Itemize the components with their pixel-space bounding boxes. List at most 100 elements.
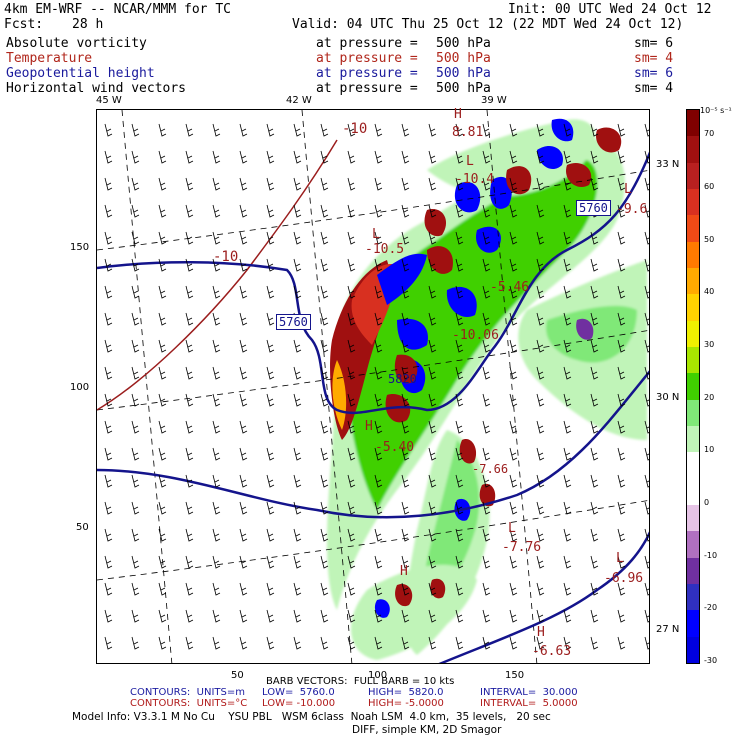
- wind-barb: [644, 393, 649, 407]
- y-tick: 150: [70, 242, 90, 253]
- wind-barb: [401, 609, 410, 623]
- wind-barb: [590, 258, 599, 272]
- wind-barb: [239, 339, 248, 353]
- wind-barb: [185, 393, 194, 407]
- wind-barb: [266, 231, 275, 245]
- extremum-value: -7.76: [502, 540, 542, 555]
- wind-barb: [239, 528, 248, 542]
- wind-barb: [428, 231, 437, 245]
- wind-barb: [509, 285, 518, 299]
- wind-barb: [320, 420, 329, 434]
- field-level: 500 hPa: [436, 36, 491, 51]
- field-at: at pressure =: [316, 36, 418, 51]
- wind-barb: [185, 285, 194, 299]
- wind-barb: [617, 582, 626, 596]
- wind-barb: [428, 177, 437, 191]
- field-level: 500 hPa: [436, 66, 491, 81]
- wind-barb: [158, 501, 167, 515]
- barb-note: BARB VECTORS: FULL BARB = 10 kts: [266, 676, 455, 687]
- wind-barb: [617, 501, 626, 515]
- model-info: Model Info: V3.3.1 M No Cu YSU PBL WSM 6…: [72, 711, 551, 723]
- wind-barb: [590, 285, 599, 299]
- extremum-value: 8.81: [452, 125, 484, 140]
- wind-barb: [455, 447, 464, 461]
- wind-barb: [617, 393, 626, 407]
- wind-barb: [563, 609, 572, 623]
- wind-barb: [293, 231, 302, 245]
- wind-barb: [374, 150, 383, 164]
- lon-label: 39 W: [481, 95, 507, 106]
- wind-barb: [185, 150, 194, 164]
- field-smoothing: sm= 6: [634, 36, 674, 51]
- wind-barb: [104, 366, 113, 380]
- wind-barb: [617, 609, 626, 623]
- wind-barb: [185, 609, 194, 623]
- contour-low: LOW= 5760.0: [262, 687, 335, 698]
- wind-barb: [401, 555, 410, 569]
- wind-barb: [536, 204, 545, 218]
- wind-barb: [347, 501, 356, 515]
- wind-barb: [239, 609, 248, 623]
- wind-barb: [455, 474, 464, 488]
- wind-barb: [104, 447, 113, 461]
- forecast-hour: 28 h: [72, 17, 104, 32]
- lat-label: 30 N: [656, 392, 680, 403]
- wind-barb: [185, 420, 194, 434]
- wind-barb: [590, 636, 599, 650]
- wind-barb: [347, 177, 356, 191]
- wind-barb: [536, 258, 545, 272]
- wind-barb: [509, 528, 518, 542]
- wind-barb: [293, 636, 302, 650]
- wind-barb: [266, 609, 275, 623]
- wind-barb: [482, 555, 491, 569]
- model-title: 4km EM-WRF -- NCAR/MMM for TC: [4, 2, 231, 17]
- wind-barb: [428, 447, 437, 461]
- wind-barb: [266, 555, 275, 569]
- wind-barb: [401, 393, 410, 407]
- height-label: 5820: [388, 372, 417, 386]
- height-label: 5760: [576, 200, 611, 216]
- field-smoothing: sm= 6: [634, 66, 674, 81]
- wind-barb: [212, 123, 221, 137]
- wind-barb: [428, 339, 437, 353]
- wind-barb: [158, 474, 167, 488]
- wind-barb: [401, 447, 410, 461]
- wind-barb: [131, 447, 140, 461]
- wind-barb: [563, 582, 572, 596]
- wind-barb: [428, 528, 437, 542]
- wind-barb: [536, 366, 545, 380]
- wind-barb: [239, 420, 248, 434]
- wind-barb: [293, 609, 302, 623]
- contour-units: CONTOURS: UNITS=°C: [130, 698, 248, 709]
- wind-barb: [563, 339, 572, 353]
- wind-barb: [590, 177, 599, 191]
- wind-barb: [320, 501, 329, 515]
- wind-barb: [374, 258, 383, 272]
- contour-interval: INTERVAL= 5.0000: [480, 698, 578, 709]
- field-name: Horizontal wind vectors: [6, 81, 187, 96]
- wind-barb: [482, 609, 491, 623]
- wind-barb: [644, 366, 649, 380]
- wind-barb: [644, 636, 649, 650]
- wind-barb: [563, 474, 572, 488]
- wind-barb: [455, 528, 464, 542]
- wind-barb: [212, 501, 221, 515]
- height-label: 5760: [276, 314, 311, 330]
- wind-barb: [266, 258, 275, 272]
- wind-barb: [131, 366, 140, 380]
- wind-barb: [509, 609, 518, 623]
- wind-barb: [104, 420, 113, 434]
- wind-barb: [239, 258, 248, 272]
- wind-barb: [320, 285, 329, 299]
- wind-barb: [212, 150, 221, 164]
- wind-barb: [563, 420, 572, 434]
- x-tick: 50: [231, 670, 244, 681]
- wind-barb: [482, 393, 491, 407]
- wind-barb: [239, 123, 248, 137]
- wind-barb: [644, 150, 649, 164]
- wind-barb: [482, 204, 491, 218]
- wind-barb: [131, 609, 140, 623]
- wind-barb: [320, 609, 329, 623]
- extremum-h: H: [365, 419, 373, 434]
- wind-barb: [428, 501, 437, 515]
